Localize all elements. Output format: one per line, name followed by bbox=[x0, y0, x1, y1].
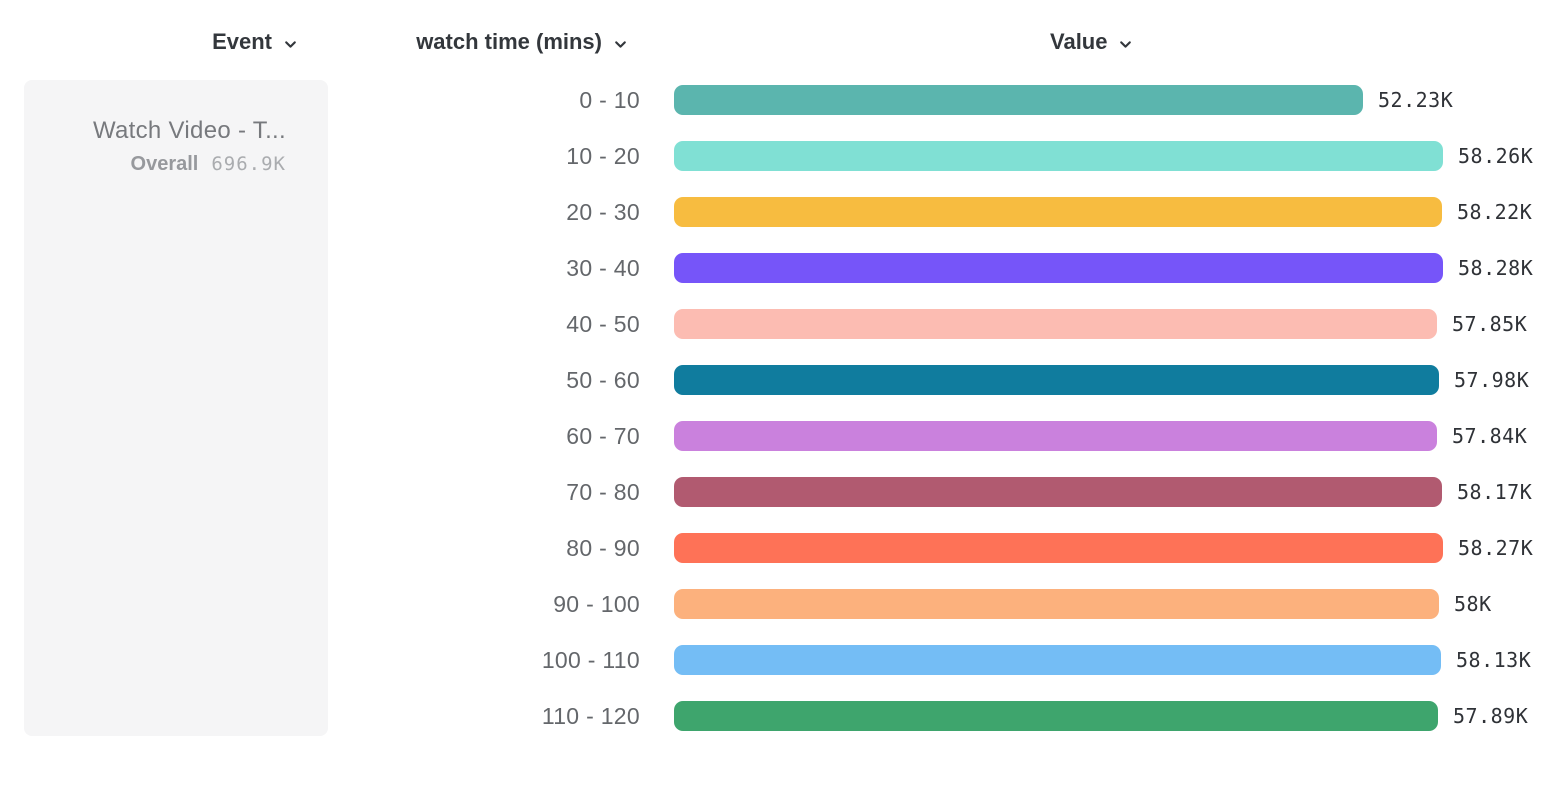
bar-value-label: 58.22K bbox=[1457, 200, 1533, 224]
bar-value-label: 58.28K bbox=[1458, 256, 1534, 280]
bar-value-label: 58.26K bbox=[1458, 144, 1534, 168]
bar-row: 20 - 30 58.22K bbox=[0, 184, 1568, 240]
bar-row: 60 - 70 57.84K bbox=[0, 408, 1568, 464]
bar[interactable] bbox=[674, 589, 1439, 619]
bar-value-label: 52.23K bbox=[1378, 88, 1454, 112]
bar-chart: 0 - 10 52.23K 10 - 20 58.26K 20 - 30 58.… bbox=[0, 72, 1568, 744]
bar-value-label: 57.98K bbox=[1454, 368, 1530, 392]
chevron-down-icon bbox=[1120, 40, 1132, 48]
column-header-event[interactable]: Event bbox=[24, 26, 298, 58]
bar[interactable] bbox=[674, 701, 1438, 731]
event-overall-row: Overall 696.9K bbox=[24, 153, 286, 176]
column-header-breakdown-label: watch time (mins) bbox=[416, 29, 602, 54]
bar-row: 10 - 20 58.26K bbox=[0, 128, 1568, 184]
bar-category-label: 30 - 40 bbox=[566, 254, 640, 281]
bar-row: 100 - 110 58.13K bbox=[0, 632, 1568, 688]
bar-row: 0 - 10 52.23K bbox=[0, 72, 1568, 128]
bar-category-label: 40 - 50 bbox=[566, 310, 640, 337]
bar-category-label: 60 - 70 bbox=[566, 422, 640, 449]
overall-value: 696.9K bbox=[211, 153, 286, 175]
column-header-value[interactable]: Value bbox=[1050, 26, 1133, 58]
bar-value-label: 57.85K bbox=[1452, 312, 1528, 336]
bar-category-label: 100 - 110 bbox=[541, 646, 640, 673]
bar[interactable] bbox=[674, 253, 1443, 283]
bar[interactable] bbox=[674, 533, 1443, 563]
bar-value-label: 57.84K bbox=[1452, 424, 1528, 448]
bar[interactable] bbox=[674, 645, 1441, 675]
bar[interactable] bbox=[674, 477, 1442, 507]
overall-label: Overall bbox=[130, 153, 199, 175]
event-card[interactable]: Watch Video - T... Overall 696.9K bbox=[24, 80, 328, 736]
bar[interactable] bbox=[674, 141, 1443, 171]
bar-category-label: 110 - 120 bbox=[541, 702, 640, 729]
bar-value-label: 58.17K bbox=[1457, 480, 1533, 504]
bar-row: 70 - 80 58.17K bbox=[0, 464, 1568, 520]
event-title: Watch Video - T... bbox=[92, 117, 286, 144]
bar-value-label: 58K bbox=[1454, 592, 1492, 616]
bar-row: 90 - 100 58K bbox=[0, 576, 1568, 632]
bar-value-label: 58.27K bbox=[1458, 536, 1534, 560]
column-header-event-label: Event bbox=[212, 29, 272, 54]
column-header-value-label: Value bbox=[1050, 29, 1108, 54]
bar-row: 80 - 90 58.27K bbox=[0, 520, 1568, 576]
bar[interactable] bbox=[674, 421, 1437, 451]
column-header-breakdown[interactable]: watch time (mins) bbox=[300, 26, 628, 58]
bar-row: 110 - 120 57.89K bbox=[0, 688, 1568, 744]
chevron-down-icon bbox=[615, 40, 626, 48]
bar-category-label: 70 - 80 bbox=[566, 478, 640, 505]
bar-row: 40 - 50 57.85K bbox=[0, 296, 1568, 352]
bar-row: 50 - 60 57.98K bbox=[0, 352, 1568, 408]
bar-category-label: 50 - 60 bbox=[566, 366, 640, 393]
bar-value-label: 57.89K bbox=[1453, 704, 1529, 728]
bar-category-label: 0 - 10 bbox=[579, 86, 640, 113]
bar[interactable] bbox=[674, 309, 1437, 339]
bar[interactable] bbox=[674, 85, 1363, 115]
bar-category-label: 90 - 100 bbox=[553, 590, 640, 617]
chevron-down-icon bbox=[285, 40, 296, 48]
bar-category-label: 10 - 20 bbox=[566, 142, 640, 169]
bar-category-label: 80 - 90 bbox=[566, 534, 640, 561]
bar-category-label: 20 - 30 bbox=[566, 198, 640, 225]
bar-value-label: 58.13K bbox=[1456, 648, 1532, 672]
bar[interactable] bbox=[674, 197, 1442, 227]
bar[interactable] bbox=[674, 365, 1439, 395]
bar-row: 30 - 40 58.28K bbox=[0, 240, 1568, 296]
